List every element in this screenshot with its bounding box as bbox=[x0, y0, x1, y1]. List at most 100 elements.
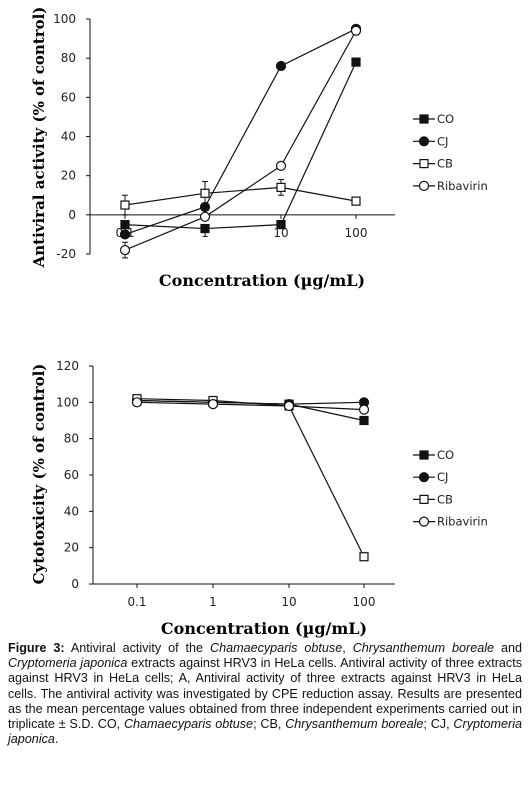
caption-species-name: Cryptomeria japonica bbox=[8, 656, 128, 671]
legend-item-ribavirin: Ribavirin bbox=[413, 179, 488, 193]
caption-text: ; CB, bbox=[253, 717, 286, 732]
legend-marker bbox=[418, 472, 430, 483]
data-point bbox=[283, 400, 295, 412]
x-tick-label: 10 bbox=[281, 595, 296, 609]
data-point bbox=[351, 57, 361, 67]
legend-marker bbox=[419, 159, 429, 169]
legend-label: CJ bbox=[437, 470, 448, 484]
legend-item-ribavirin: Ribavirin bbox=[413, 515, 488, 529]
data-point bbox=[207, 399, 219, 410]
caption-text: ; CJ, bbox=[423, 717, 454, 732]
legend-label: CB bbox=[437, 157, 453, 171]
legend-item-cj: CJ bbox=[413, 470, 448, 484]
y-axis-title: Cytotoxicity (% of control) bbox=[30, 364, 48, 585]
series-co bbox=[120, 57, 361, 234]
y-tick-label: -20 bbox=[56, 247, 76, 261]
caption-label: Figure 3: bbox=[8, 641, 65, 655]
data-point bbox=[119, 229, 131, 240]
data-point bbox=[351, 196, 361, 206]
caption-text: extracts against HRV3 in HeLa cells. Ant… bbox=[8, 656, 522, 732]
data-point bbox=[359, 552, 369, 562]
y-tick-label: 0 bbox=[68, 208, 76, 222]
data-point bbox=[199, 211, 211, 222]
legend-marker bbox=[418, 516, 430, 527]
y-tick-label: 60 bbox=[61, 90, 76, 104]
legend-item-co: CO bbox=[413, 448, 454, 462]
series-cj bbox=[131, 395, 370, 410]
data-point bbox=[119, 244, 131, 256]
data-point bbox=[120, 220, 130, 230]
data-point bbox=[275, 60, 287, 72]
x-axis-title: Concentration (µg/mL) bbox=[159, 271, 365, 290]
y-tick-label: 20 bbox=[61, 169, 76, 183]
series-ribavirin bbox=[131, 397, 370, 415]
data-point bbox=[120, 200, 130, 210]
caption-body: Antiviral activity of the Chamaecyparis … bbox=[8, 641, 522, 746]
y-tick-label: 80 bbox=[64, 432, 79, 446]
legend-item-cj: CJ bbox=[413, 134, 448, 148]
y-tick-label: 20 bbox=[64, 541, 79, 555]
series-line bbox=[136, 398, 365, 558]
data-point bbox=[350, 25, 362, 36]
data-point bbox=[359, 415, 369, 426]
chart-2: 0 20 40 60 80 100 120 0.1 1 10 100 Cytotoxicity (% … bbox=[30, 359, 488, 638]
caption-species-name: Chamaecyparis obtuse bbox=[123, 717, 254, 732]
y-tick-label: 60 bbox=[64, 468, 79, 482]
series-line bbox=[124, 61, 357, 230]
x-axis-title: Concentration (µg/mL) bbox=[161, 619, 367, 638]
y-tick-label: 40 bbox=[64, 504, 79, 518]
caption-species-name: Chrysanthemum boreale bbox=[285, 717, 424, 732]
legend-label: CO bbox=[437, 448, 454, 462]
caption-species-name: Chrysanthemum boreale bbox=[352, 641, 495, 655]
legend-label: Ribavirin bbox=[437, 515, 488, 529]
caption-text: Antiviral activity of the bbox=[64, 641, 210, 655]
chart-1: -200204060801000.1110100Antiviral activi… bbox=[30, 7, 488, 290]
legend-marker bbox=[418, 180, 430, 191]
legend-marker bbox=[419, 450, 429, 460]
caption-text: . bbox=[54, 732, 59, 747]
figure-caption: Figure 3: Antiviral activity of the Cham… bbox=[8, 641, 522, 747]
x-tick-label: 10 bbox=[273, 226, 288, 240]
legend-item-cb: CB bbox=[413, 492, 453, 506]
y-axis-title: Antiviral activity (% of control) bbox=[30, 7, 48, 269]
y-tick-label: 120 bbox=[56, 359, 79, 373]
series-cb bbox=[120, 179, 361, 216]
y-tick-label: 0 bbox=[71, 577, 79, 591]
data-point bbox=[131, 397, 143, 408]
legend-label: CB bbox=[437, 492, 453, 506]
data-point bbox=[200, 188, 210, 198]
y-tick-label: 80 bbox=[61, 51, 76, 65]
data-point bbox=[275, 160, 287, 171]
data-point bbox=[358, 404, 370, 415]
x-tick-label: 0.1 bbox=[127, 595, 146, 609]
legend-marker bbox=[419, 114, 429, 124]
series-line bbox=[124, 30, 357, 251]
legend: CO CJ CB Ribavirin bbox=[413, 112, 488, 193]
legend-item-co: CO bbox=[413, 112, 454, 126]
legend-label: CO bbox=[437, 112, 454, 126]
figure-charts: -200204060801000.1110100Antiviral activi… bbox=[30, 7, 488, 638]
y-tick-label: 40 bbox=[61, 130, 76, 144]
legend-marker bbox=[419, 494, 429, 504]
x-tick-label: 100 bbox=[353, 595, 376, 609]
caption-species-name: Chamaecyparis obtuse bbox=[209, 641, 343, 655]
series-cb bbox=[132, 394, 369, 562]
data-point bbox=[276, 182, 286, 193]
x-tick-label: 100 bbox=[345, 226, 368, 240]
y-tick-label: 100 bbox=[56, 395, 79, 409]
series-ribavirin bbox=[119, 25, 362, 259]
data-point bbox=[276, 220, 286, 230]
legend-label: CJ bbox=[437, 134, 448, 148]
caption-text: and bbox=[494, 641, 523, 655]
series-line bbox=[136, 401, 365, 411]
y-tick-label: 100 bbox=[53, 12, 76, 26]
data-point bbox=[200, 223, 210, 234]
legend-marker bbox=[418, 136, 430, 147]
x-tick-label: 1 bbox=[209, 595, 217, 609]
legend-label: Ribavirin bbox=[437, 179, 488, 193]
legend: CO CJ CB Ribavirin bbox=[413, 448, 488, 529]
legend-item-cb: CB bbox=[413, 157, 453, 171]
series-line bbox=[124, 186, 357, 206]
caption-text: , bbox=[342, 641, 353, 655]
series-line bbox=[124, 28, 357, 235]
